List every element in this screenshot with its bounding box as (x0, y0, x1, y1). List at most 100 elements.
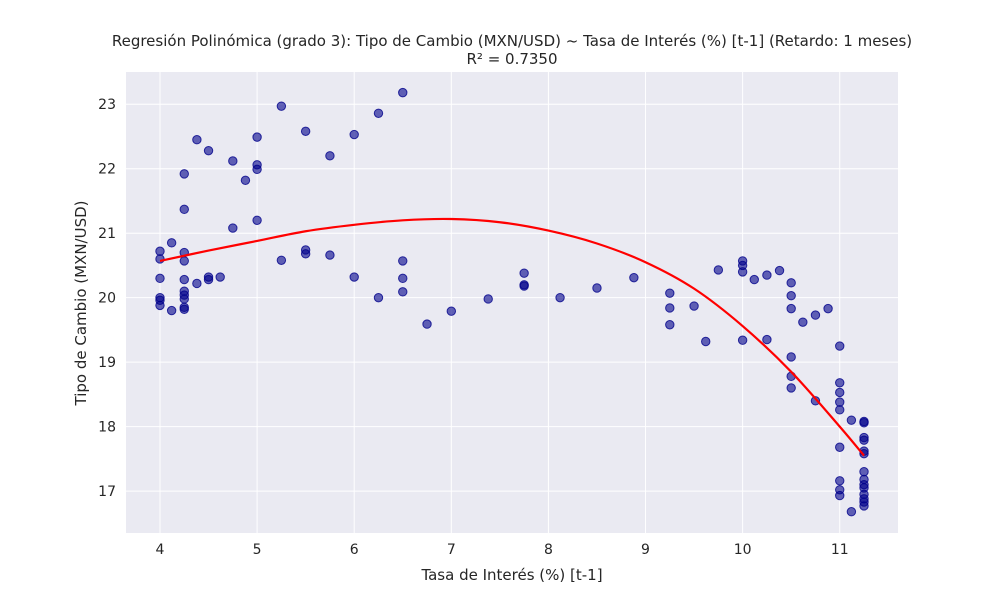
chart-title: Regresión Polinómica (grado 3): Tipo de … (112, 32, 912, 50)
data-point (179, 274, 189, 285)
data-point (835, 378, 845, 388)
data-point (859, 435, 869, 445)
data-point (859, 418, 869, 428)
data-point (155, 300, 165, 311)
data-point (835, 405, 845, 415)
data-point (179, 294, 189, 304)
data-point (689, 301, 699, 311)
data-point (835, 397, 845, 407)
x-tick-label: 11 (831, 542, 849, 558)
data-point (446, 306, 457, 316)
x-tick-label: 9 (641, 542, 650, 558)
data-point (349, 129, 359, 140)
data-point (325, 250, 335, 260)
chart-subtitle: R² = 0.7350 (466, 50, 557, 68)
data-point (823, 303, 833, 314)
y-tick-label: 18 (98, 420, 116, 436)
data-point (203, 274, 214, 285)
data-point (713, 265, 724, 275)
data-point (398, 287, 408, 297)
regression-curve (159, 217, 865, 457)
data-point (846, 507, 857, 517)
data-points (155, 87, 869, 517)
data-point (276, 255, 287, 265)
data-point (846, 415, 857, 425)
data-point (192, 278, 202, 289)
data-point (859, 501, 869, 511)
data-point (166, 305, 177, 316)
y-axis-label: Tipo de Cambio (MXN/USD) (72, 200, 90, 406)
data-point (203, 145, 214, 156)
y-tick-label: 17 (98, 484, 116, 500)
data-point (349, 272, 359, 282)
data-point (398, 256, 408, 266)
y-tick-label: 22 (98, 162, 116, 178)
data-point (179, 304, 189, 314)
data-point (252, 215, 262, 225)
data-point (398, 273, 408, 284)
data-point (373, 292, 384, 303)
data-point (519, 281, 529, 291)
data-point (179, 169, 189, 179)
data-point (786, 278, 796, 288)
data-point (155, 246, 165, 256)
y-tick-label: 21 (98, 226, 116, 242)
data-point (665, 320, 675, 330)
data-point (276, 101, 287, 111)
data-point (422, 319, 432, 329)
data-point (835, 476, 845, 486)
x-tick-label: 7 (447, 542, 456, 558)
data-point (252, 164, 262, 175)
data-point (215, 272, 225, 282)
data-point (810, 310, 821, 320)
data-point (786, 291, 796, 301)
data-point (786, 303, 796, 314)
data-point (155, 254, 165, 264)
x-tick-label: 6 (350, 542, 359, 558)
data-point (192, 134, 202, 145)
data-point (555, 292, 565, 303)
data-point (373, 108, 384, 118)
data-point (629, 272, 639, 283)
x-tick-label: 5 (253, 542, 262, 558)
data-point (166, 238, 177, 248)
x-tick-label: 8 (544, 542, 553, 558)
x-tick-label: 4 (156, 542, 165, 558)
x-axis-ticks: 4 5 6 7 8 9 10 11 (156, 542, 849, 558)
y-tick-label: 19 (98, 355, 116, 371)
data-point (300, 126, 311, 137)
data-point (798, 317, 808, 327)
data-point (762, 270, 772, 280)
data-point (252, 132, 262, 142)
data-point (665, 288, 675, 298)
data-point (762, 334, 772, 345)
data-point (665, 303, 675, 313)
data-point (774, 265, 785, 276)
data-point (737, 335, 748, 345)
x-tick-label: 10 (734, 542, 752, 558)
x-axis-label: Tasa de Interés (%) [t-1] (420, 566, 602, 584)
plot-area (126, 72, 898, 533)
data-point (300, 249, 311, 259)
data-point (228, 156, 238, 166)
data-point (325, 151, 335, 161)
data-point (398, 87, 408, 98)
data-point (483, 294, 493, 304)
data-point (835, 442, 845, 452)
data-point (179, 204, 189, 215)
data-point (835, 387, 845, 398)
data-point (835, 490, 845, 501)
data-point (155, 273, 165, 284)
data-point (859, 467, 869, 477)
data-point (701, 336, 711, 347)
data-point (228, 223, 238, 233)
data-point (240, 175, 251, 186)
gridlines (126, 72, 898, 533)
data-point (749, 274, 759, 285)
data-point (179, 256, 189, 266)
data-point (737, 267, 748, 277)
data-point (786, 383, 796, 393)
data-point (519, 268, 529, 278)
data-point (835, 341, 845, 351)
